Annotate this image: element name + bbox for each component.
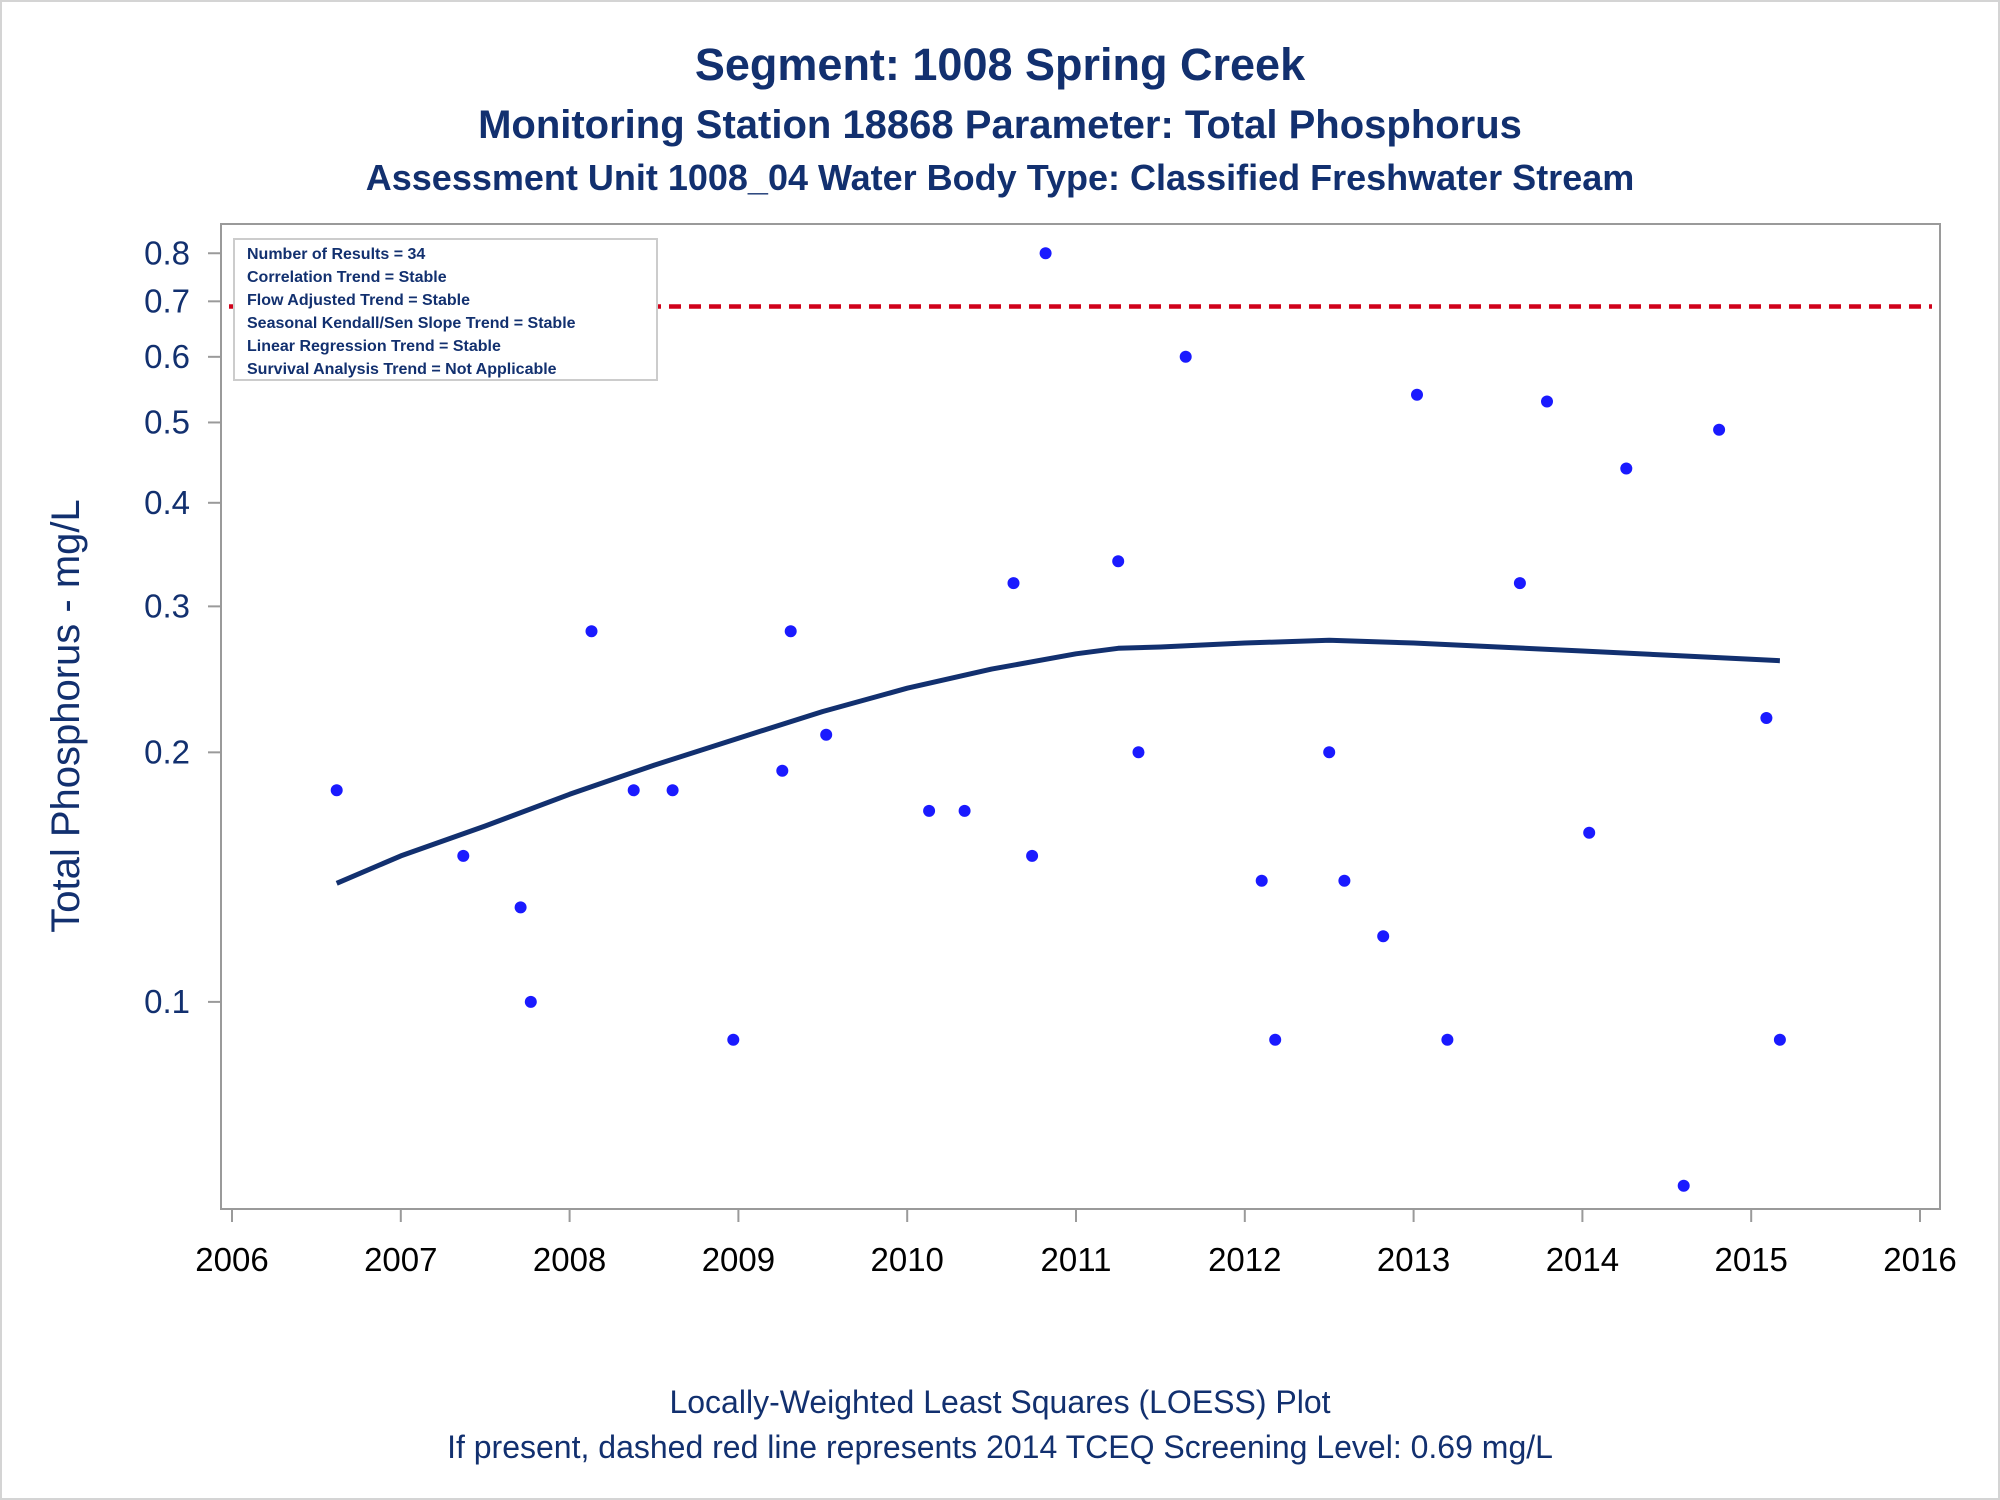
x-tick-label: 2007 xyxy=(364,1241,437,1278)
data-point xyxy=(1541,395,1553,408)
data-point xyxy=(514,901,527,914)
y-tick-label: 0.7 xyxy=(144,282,190,319)
data-point xyxy=(1132,746,1145,759)
data-point xyxy=(330,784,343,797)
x-tick-label: 2013 xyxy=(1377,1241,1450,1278)
x-tick-label: 2015 xyxy=(1714,1241,1787,1278)
x-tick-label: 2008 xyxy=(533,1241,606,1278)
y-tick-label: 0.6 xyxy=(144,338,190,375)
data-point xyxy=(1007,577,1020,590)
data-point xyxy=(1255,874,1268,887)
footnote-loess: Locally-Weighted Least Squares (LOESS) P… xyxy=(669,1384,1330,1420)
data-point xyxy=(1269,1033,1282,1046)
stat-number-of-results: Number of Results = 34 xyxy=(247,246,425,263)
stats-box-border xyxy=(233,238,658,381)
data-point xyxy=(1713,423,1726,436)
data-point xyxy=(1773,1033,1786,1046)
x-axis: 2006 2007 2008 2009 2010 2011 2012 2013 2014 2015… xyxy=(195,1209,1957,1278)
x-tick-label: 2014 xyxy=(1546,1241,1619,1278)
data-point xyxy=(1039,247,1052,260)
data-point xyxy=(923,804,936,817)
chart-subtitle-assessment: Assessment Unit 1008_04 Water Body Type:… xyxy=(366,157,1635,198)
data-point xyxy=(820,728,833,741)
data-point xyxy=(1513,577,1526,590)
data-point xyxy=(1338,874,1351,887)
stat-flow-adjusted-trend: Flow Adjusted Trend = Stable xyxy=(247,292,470,309)
data-points xyxy=(330,247,1786,1192)
x-tick-label: 2011 xyxy=(1041,1241,1112,1278)
stat-correlation-trend: Correlation Trend = Stable xyxy=(247,269,447,286)
x-tick-label: 2006 xyxy=(195,1241,268,1278)
chart-subtitle-station: Monitoring Station 18868 Parameter: Tota… xyxy=(478,103,1522,147)
x-tick-label: 2010 xyxy=(870,1241,943,1278)
data-point xyxy=(627,784,640,797)
data-point xyxy=(1411,388,1423,401)
data-point xyxy=(727,1033,740,1046)
x-tick-label: 2009 xyxy=(702,1241,775,1278)
data-point xyxy=(776,764,789,777)
stat-seasonal-kendall-trend: Seasonal Kendall/Sen Slope Trend = Stabl… xyxy=(247,315,576,332)
data-point xyxy=(1620,462,1633,475)
y-tick-label: 0.4 xyxy=(144,484,190,521)
y-tick-label: 0.2 xyxy=(144,733,190,770)
y-tick-label: 0.3 xyxy=(144,587,190,624)
data-point xyxy=(1112,555,1125,568)
data-point xyxy=(524,995,537,1008)
stats-box: Number of Results = 34 Correlation Trend… xyxy=(233,238,658,381)
y-axis-label: Total Phosphorus - mg/L xyxy=(44,499,88,933)
data-point xyxy=(958,804,971,817)
data-point xyxy=(784,625,797,638)
chart-title: Segment: 1008 Spring Creek xyxy=(695,39,1306,90)
stat-linear-regression-trend: Linear Regression Trend = Stable xyxy=(247,338,501,355)
data-point xyxy=(1677,1179,1690,1192)
stat-survival-analysis-trend: Survival Analysis Trend = Not Applicable xyxy=(247,361,557,378)
y-tick-label: 0.1 xyxy=(144,983,190,1020)
y-tick-label: 0.5 xyxy=(144,403,190,440)
data-point xyxy=(1441,1033,1454,1046)
plot-area-border xyxy=(220,223,1941,1210)
x-tick-label: 2012 xyxy=(1208,1241,1281,1278)
data-point xyxy=(1760,712,1773,724)
data-point xyxy=(1377,930,1390,943)
data-point xyxy=(585,625,598,638)
data-point xyxy=(1583,826,1596,839)
x-tick-label: 2016 xyxy=(1883,1241,1956,1278)
y-tick-label: 0.8 xyxy=(144,234,190,271)
loess-curve xyxy=(335,637,1781,886)
data-point xyxy=(1179,350,1192,363)
footnote-screening-level: If present, dashed red line represents 2… xyxy=(447,1429,1553,1465)
data-point xyxy=(1026,849,1039,862)
data-point xyxy=(457,849,470,862)
data-point xyxy=(1323,746,1336,759)
y-axis: 0.1 0.2 0.3 0.4 0.5 0.6 0.7 0.8 xyxy=(144,234,221,1020)
data-point xyxy=(666,784,679,797)
